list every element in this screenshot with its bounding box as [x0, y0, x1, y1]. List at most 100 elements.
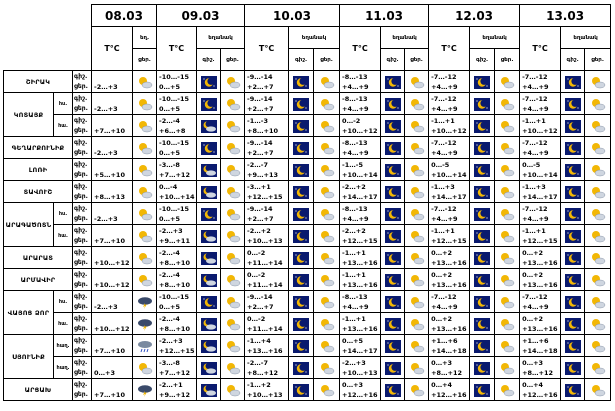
temp-range: -2…+3 [91, 92, 134, 115]
subregion-label: հս. [53, 92, 73, 115]
moon-sun-icon [196, 70, 222, 93]
region-name: ԱՐՄԱՎԻՐ [3, 268, 73, 291]
moon-sun-icon [288, 334, 315, 357]
partly-cloudy-icon [313, 378, 341, 401]
table-row: ՏԱՎՈՒՇ գիշ. ցեր. +8…+13 0…-4 +10…+14 -3…+1 +12… [3, 180, 612, 203]
temp-range: -2…+3 [91, 290, 134, 313]
date-header: 13.03 [519, 4, 612, 27]
temp-range: -10…-15 0…+5 [156, 290, 198, 313]
moon-sun-icon [469, 92, 496, 115]
moon-sun-icon [469, 158, 496, 181]
region-name: ԼՈՌԻ [3, 158, 73, 181]
partly-cloudy-icon [313, 180, 341, 203]
temp-range: -2…-4 +8…+10 [156, 246, 198, 269]
night-label: գիշ. [288, 48, 315, 71]
region-name: ՍՅՈՒՆԻՔ [3, 334, 54, 379]
partly-cloudy-icon [404, 114, 430, 137]
subregion-label: հաղ. [53, 356, 73, 379]
moon-sun-icon [288, 224, 315, 247]
partly-cloudy-icon [494, 92, 521, 115]
table-row: ԱՐՑԱԽ գիշ. ցեր. +7…+10 -2…+1 +9…+12 -1…+2 +10…… [3, 378, 612, 401]
region-name: ՎԱՅՈՑ ՁՈՐ [3, 290, 54, 335]
moon-sun-icon [560, 114, 586, 137]
period-labels: գիշ. ցեր. [71, 268, 93, 291]
moon-sun-icon [560, 158, 586, 181]
partly-cloudy-icon [220, 246, 246, 269]
subregion-label: հս. [53, 290, 73, 313]
moon-sun-icon [380, 356, 406, 379]
partly-cloudy-icon [494, 70, 521, 93]
moon-sun-icon [196, 136, 222, 159]
table-row: ՎԱՅՈՑ ՁՈՐ հս. գիշ. ցեր. -2…+3 -10…-15 0…+5 -9…… [3, 290, 612, 335]
temp-range: +1…+6 +14…+18 [428, 334, 471, 357]
moon-sun-icon [288, 70, 315, 93]
temp-range: -7…-12 +4…+9 [519, 92, 562, 115]
weather-label: եղանակ [469, 26, 521, 49]
moon-sun-icon [560, 246, 586, 269]
temp-range: -9…-14 +2…+7 [244, 92, 290, 115]
temp-range: -2…+1 +9…+12 [156, 378, 198, 401]
moon-sun-icon [380, 70, 406, 93]
temp-label: T°C [339, 26, 382, 71]
temp-range: +7…+10 [91, 114, 134, 137]
partly-cloudy-icon [584, 356, 612, 379]
night-label: գիշ. [469, 48, 496, 71]
temp-range: -2…-4 +8…+10 [156, 268, 198, 291]
table-row: հա. գիշ. ցեր. +10…+12 -2…-4 +8…+10 0…-2 +11…+1… [4, 312, 612, 335]
partly-cloudy-icon [313, 334, 341, 357]
temp-range: -1…+1 +12…+15 [428, 224, 471, 247]
temp-range: -2…-7 +8…+12 [244, 356, 290, 379]
temp-range: -8…-13 +4…+9 [339, 290, 382, 313]
partly-cloudy-icon [494, 202, 521, 225]
temp-range: +7…+10 [91, 224, 134, 247]
temp-range: 0…+3 +8…+12 [428, 356, 471, 379]
temp-range: +8…+13 [91, 180, 134, 203]
moon-sun-icon [380, 268, 406, 291]
moon-cloud-icon [196, 180, 222, 203]
partly-cloudy-icon [584, 378, 612, 401]
date-header: 11.03 [339, 4, 430, 27]
partly-cloudy-icon [494, 356, 521, 379]
temp-range: -1…-3 +8…+10 [244, 114, 290, 137]
partly-cloudy-icon [313, 224, 341, 247]
weather-label: եղ. [132, 26, 158, 49]
temp-range: 0…-2 +10…+12 [339, 114, 382, 137]
partly-cloudy-icon [220, 136, 246, 159]
rain-cloud-icon [132, 334, 158, 357]
region-name: ԳԵՂԱՐՔՈՒՆԻՔ [3, 136, 73, 159]
moon-sun-icon [380, 136, 406, 159]
table-row: ԱՐԱՐԱՏ գիշ. ցեր. +10…+12 -2…-4 +8…+10 0…-2 +11… [3, 246, 612, 269]
partly-cloudy-icon [404, 180, 430, 203]
partly-cloudy-icon [584, 202, 612, 225]
partly-cloudy-icon [220, 356, 246, 379]
moon-sun-icon [560, 268, 586, 291]
temp-range: 0…+3 +12…+16 [339, 378, 382, 401]
moon-cloud-icon [196, 246, 222, 269]
partly-cloudy-icon [584, 268, 612, 291]
moon-cloud-icon [196, 378, 222, 401]
period-labels: գիշ. ցեր. [71, 356, 93, 379]
period-labels: գիշ. ցեր. [71, 92, 93, 115]
temp-range: -3…+1 +12…+15 [244, 180, 290, 203]
region-name: ԿՈՏԱՅՔ [3, 92, 54, 137]
temp-range: 0…+4 +12…+16 [519, 378, 562, 401]
partly-cloudy-icon [404, 246, 430, 269]
partly-cloudy-icon [494, 246, 521, 269]
temp-range: -1…+1 +10…+12 [519, 114, 562, 137]
temp-range: -9…-14 +2…+7 [244, 202, 290, 225]
partly-cloudy-icon [220, 290, 246, 313]
temp-range: +7…+10 [91, 334, 134, 357]
moon-sun-icon [560, 136, 586, 159]
storm-cloud-icon [132, 312, 158, 335]
table-row: ԱՐԱԳԱԾՈՏՆ հս. գիշ. ցեր. -2…+3 -10…-15 0…+5 -9…… [3, 202, 612, 247]
table-row: հաղ. գիշ. ցեր. 0…+3 -3…-8 +7…+12 -2…-7 +8…+12 -… [4, 356, 612, 379]
partly-cloudy-icon [584, 92, 612, 115]
temp-range: -9…-14 +2…+7 [244, 290, 290, 313]
partly-cloudy-icon [494, 158, 521, 181]
partly-cloudy-icon [132, 356, 158, 379]
moon-sun-icon [469, 356, 496, 379]
temp-range: -10…-15 0…+5 [156, 92, 198, 115]
period-labels: գիշ. ցեր. [71, 70, 93, 93]
date-header: 12.03 [428, 4, 521, 27]
weather-label: եղանակ [560, 26, 612, 49]
